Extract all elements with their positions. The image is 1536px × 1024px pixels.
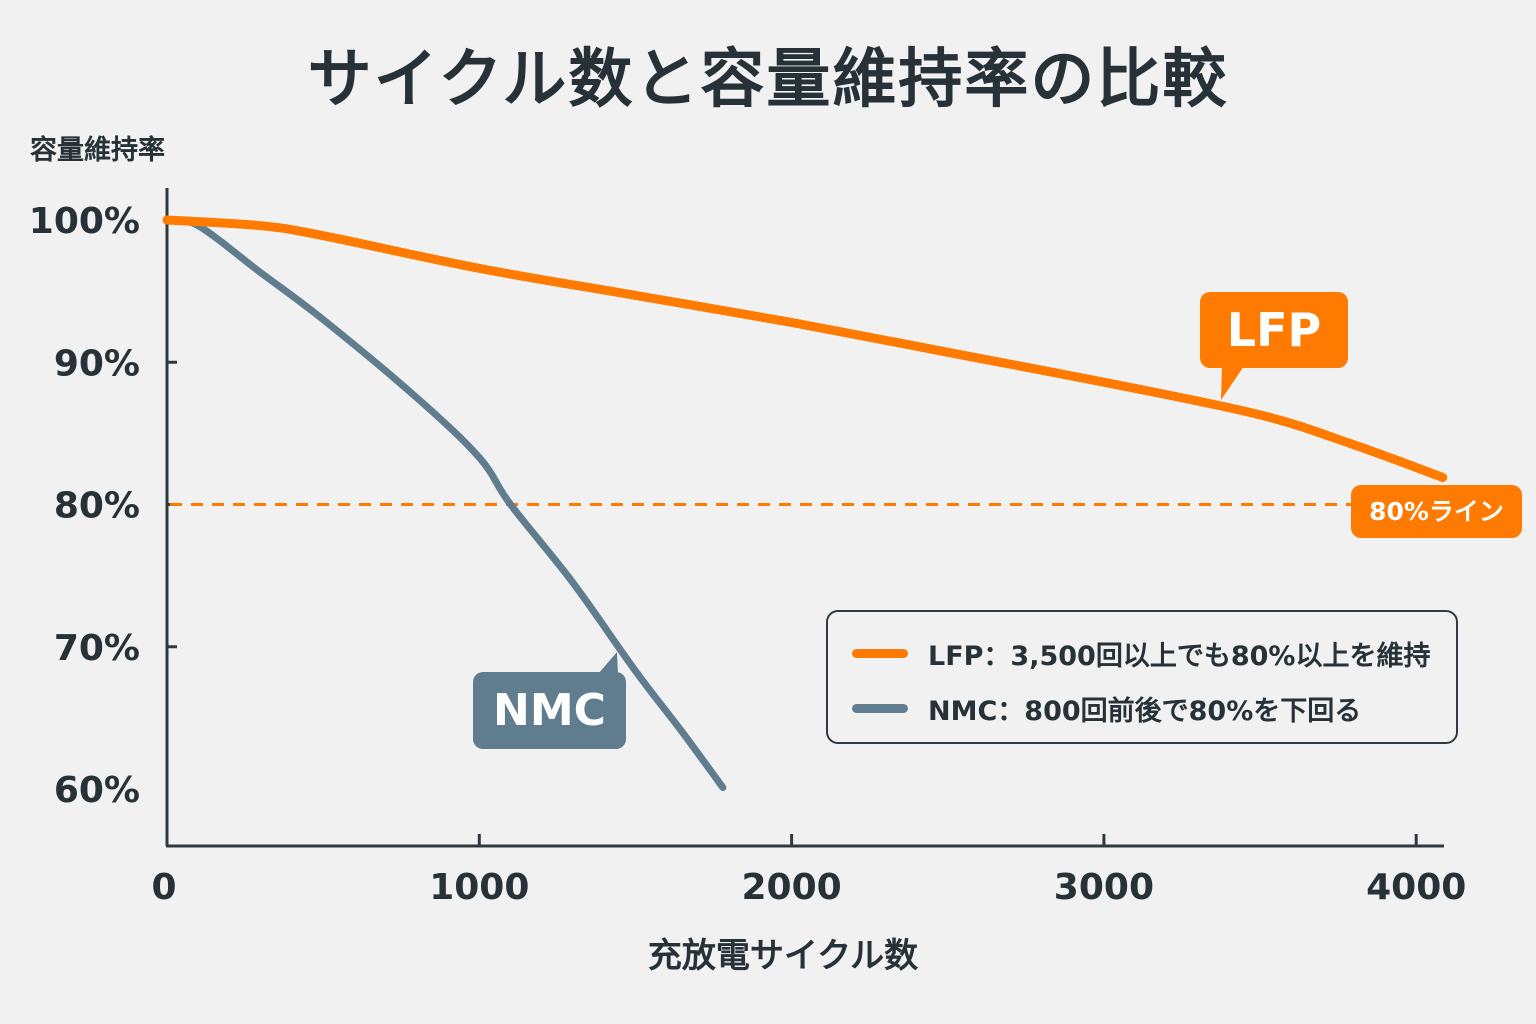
nmc-callout-tail: [598, 652, 618, 674]
y-tick-label: 70%: [54, 628, 140, 669]
x-tick-label: 2000: [741, 867, 841, 908]
series-line-lfp: [162, 215, 1448, 482]
x-axis-label: 充放電サイクル数: [647, 936, 919, 976]
lfp-callout: LFP: [1200, 292, 1348, 368]
x-tick-label: 0: [151, 867, 176, 908]
legend: LFP：3,500回以上でも80%以上を維持 NMC：800回前後で80%を下回…: [826, 610, 1458, 744]
nmc-callout-label: NMC: [493, 685, 606, 736]
reference-line-label: 80%ライン: [1351, 485, 1522, 538]
chart-title: サイクル数と容量維持率の比較: [307, 43, 1229, 117]
y-tick-label: 80%: [54, 486, 140, 527]
x-tick-label: 3000: [1054, 867, 1154, 908]
y-tick-label: 100%: [29, 201, 140, 242]
lfp-callout-label: LFP: [1226, 303, 1322, 357]
y-tick-label: 90%: [54, 343, 140, 384]
series-line-nmc: [163, 216, 727, 792]
legend-text-lfp: LFP：3,500回以上でも80%以上を維持: [928, 641, 1431, 672]
x-tick-label: 4000: [1366, 867, 1466, 908]
legend-text-nmc: NMC：800回前後で80%を下回る: [928, 696, 1362, 727]
x-tick-label: 1000: [429, 867, 529, 908]
y-tick-label: 60%: [54, 770, 140, 811]
legend-item-lfp: LFP：3,500回以上でも80%以上を維持: [852, 634, 1430, 673]
lfp-callout-tail: [1221, 366, 1244, 400]
reference-line-label-text: 80%ライン: [1369, 497, 1504, 526]
legend-swatch-nmc: [852, 704, 908, 713]
legend-swatch-lfp: [852, 649, 908, 658]
y-axis-label: 容量維持率: [30, 135, 165, 166]
legend-item-nmc: NMC：800回前後で80%を下回る: [852, 689, 1361, 728]
nmc-callout: NMC: [473, 672, 626, 749]
